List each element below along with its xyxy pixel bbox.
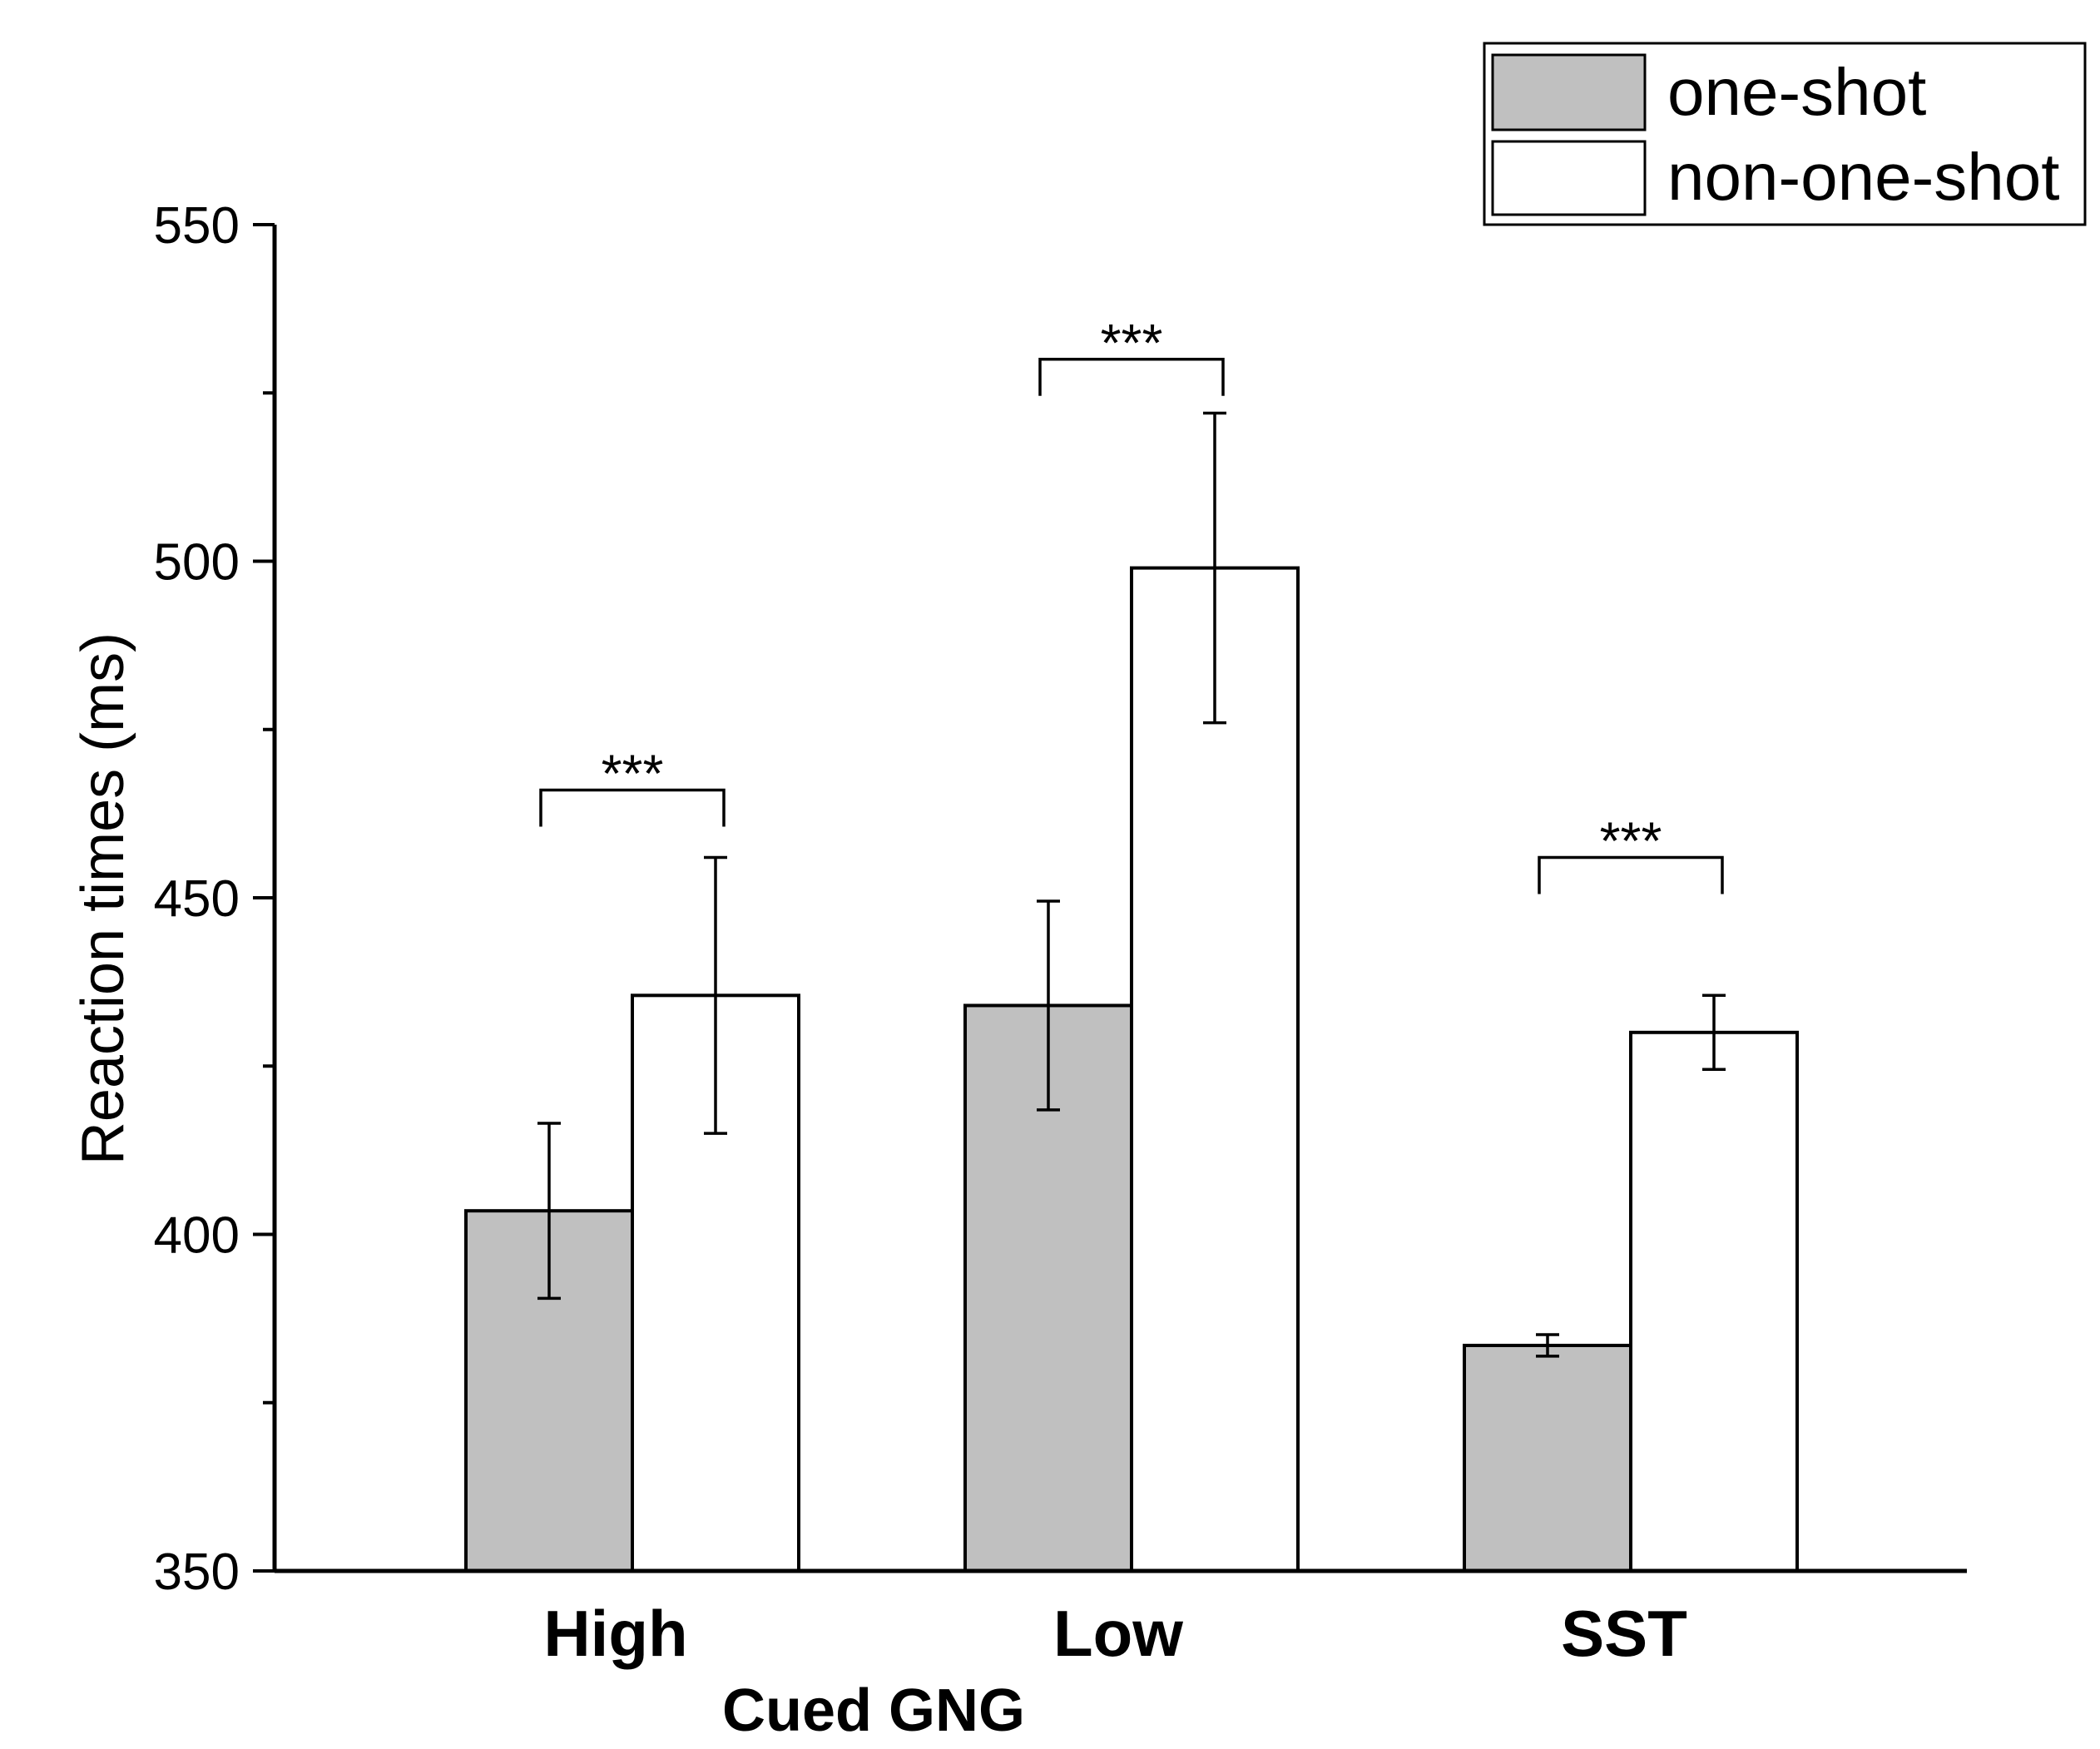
bar-sst-non-one-shot: [1629, 1030, 1799, 1573]
significance-bracket: [1038, 358, 1225, 396]
significance-high: ***: [539, 744, 726, 827]
x-tick-label-high: High: [543, 1597, 687, 1670]
significance-bracket: [1538, 855, 1724, 894]
significance-bracket: [539, 788, 726, 827]
bars-layer: [464, 566, 1799, 1573]
y-tick-label: 450: [154, 870, 240, 928]
legend-swatch-one-shot: [1491, 53, 1647, 131]
error-bar-high-non-one-shot: [704, 855, 727, 1135]
bar-sst-one-shot: [1463, 1343, 1632, 1573]
significance-label: ***: [1101, 313, 1163, 373]
legend-swatch-non-one-shot: [1491, 140, 1647, 216]
error-bar-low-non-one-shot: [1203, 411, 1226, 725]
error-bars-layer: [537, 411, 1726, 1358]
legend-label-non-one-shot: non-one-shot: [1667, 140, 2059, 214]
legend-label-one-shot: one-shot: [1667, 55, 1926, 129]
error-bar-low-one-shot: [1037, 899, 1060, 1112]
x-tick-label-low: Low: [1053, 1597, 1183, 1670]
x-axis-title: Cued GNG: [722, 1677, 1025, 1744]
y-axis-title: Reaction times (ms): [70, 632, 136, 1165]
x-axis-category-labels: High Low SST: [543, 1597, 1687, 1670]
significance-label: ***: [602, 744, 664, 804]
x-tick-label-sst: SST: [1561, 1597, 1687, 1670]
legend: one-shot non-one-shot: [1483, 42, 2087, 226]
significance-sst: ***: [1538, 810, 1724, 894]
error-bar-high-one-shot: [537, 1122, 561, 1301]
significance-low: ***: [1038, 313, 1225, 396]
error-bar-sst-one-shot: [1536, 1333, 1559, 1358]
significance-label: ***: [1600, 810, 1662, 870]
y-tick-label: 500: [154, 534, 240, 592]
y-axis-ticks: 350 400 450 500 550: [154, 197, 275, 1601]
y-tick-label: 350: [154, 1543, 240, 1601]
y-tick-label: 550: [154, 197, 240, 255]
significance-layer: *** *** ***: [539, 313, 1724, 894]
y-tick-label: 400: [154, 1207, 240, 1265]
error-bar-sst-non-one-shot: [1702, 993, 1726, 1072]
